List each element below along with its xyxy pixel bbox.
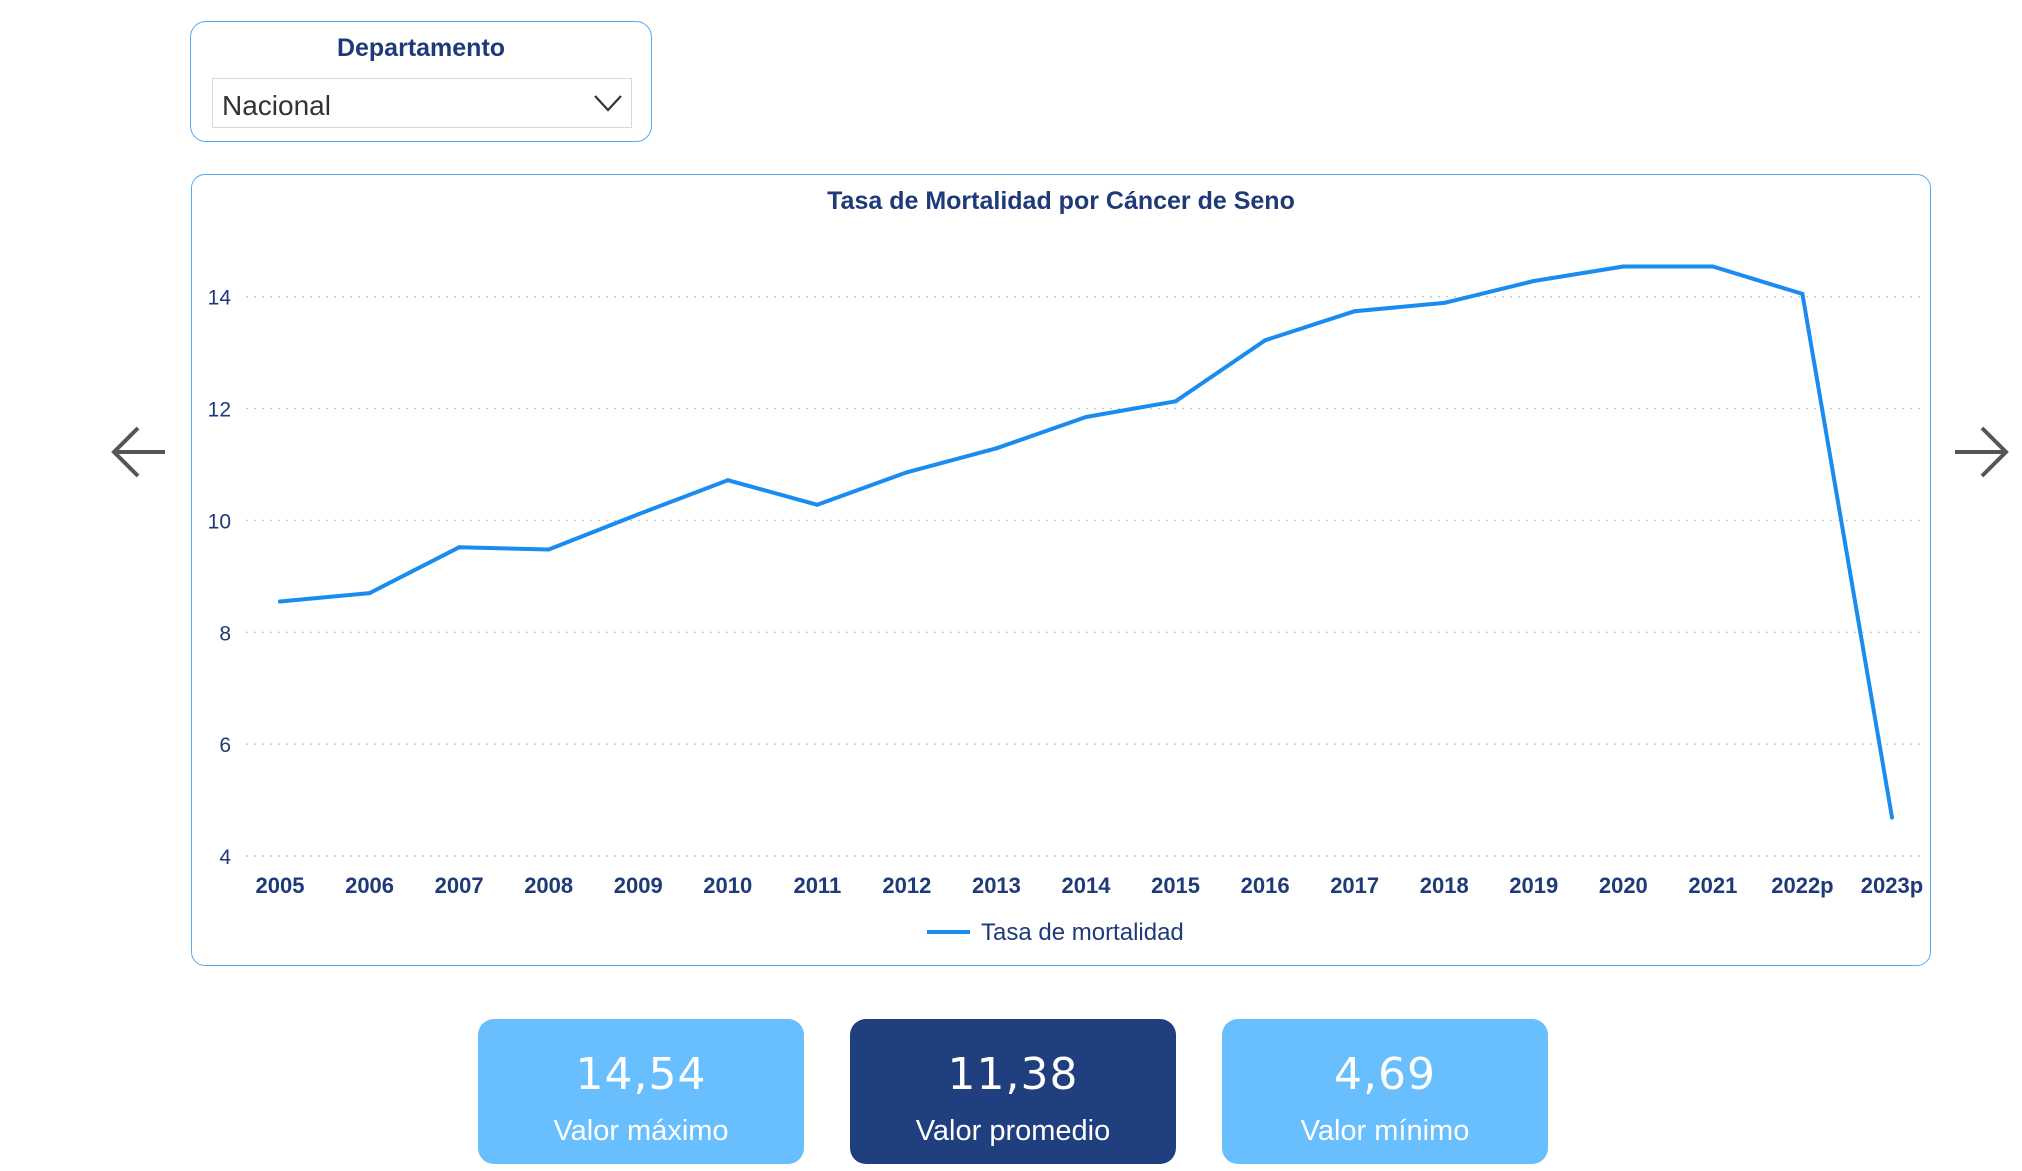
data-point xyxy=(636,512,641,517)
data-point xyxy=(1173,399,1178,404)
x-tick-label: 2022p xyxy=(1771,873,1833,898)
kpi-card-avg: 11,38 Valor promedio xyxy=(850,1019,1176,1164)
arrow-left-icon[interactable] xyxy=(110,422,170,482)
kpi-max-label: Valor máximo xyxy=(553,1115,729,1147)
chart-title: Tasa de Mortalidad por Cáncer de Seno xyxy=(827,187,1295,215)
data-point xyxy=(1352,309,1357,314)
x-tick-label: 2012 xyxy=(882,873,931,898)
data-point xyxy=(457,545,462,550)
kpi-avg-value: 11,38 xyxy=(947,1049,1079,1100)
x-tick-label: 2009 xyxy=(614,873,663,898)
y-tick-label: 10 xyxy=(208,510,231,533)
x-tick-label: 2020 xyxy=(1599,873,1648,898)
data-point xyxy=(546,547,551,552)
data-point xyxy=(1710,264,1715,269)
kpi-min-label: Valor mínimo xyxy=(1300,1115,1470,1147)
data-point xyxy=(1084,414,1088,419)
data-point xyxy=(1531,279,1536,284)
data-point xyxy=(1621,264,1626,269)
filter-title: Departamento xyxy=(336,34,506,62)
y-tick-label: 12 xyxy=(208,399,231,422)
data-point xyxy=(1442,300,1447,305)
chart-panel xyxy=(191,174,1931,966)
x-tick-label: 2019 xyxy=(1509,873,1558,898)
kpi-max-value: 14,54 xyxy=(575,1049,707,1100)
legend-label: Tasa de mortalidad xyxy=(981,919,1184,946)
data-point xyxy=(815,502,820,507)
y-tick-label: 14 xyxy=(208,287,232,310)
x-tick-label: 2018 xyxy=(1420,873,1469,898)
x-tick-label: 2013 xyxy=(972,873,1021,898)
y-tick-label: 6 xyxy=(219,734,231,757)
y-tick-label: 4 xyxy=(219,846,231,869)
department-dropdown[interactable]: Nacional xyxy=(212,78,632,128)
x-tick-label: 2015 xyxy=(1151,873,1200,898)
x-tick-label: 2014 xyxy=(1062,873,1112,898)
data-point xyxy=(1263,338,1268,343)
data-point xyxy=(367,591,372,596)
x-tick-label: 2006 xyxy=(345,873,394,898)
series-line xyxy=(278,264,1894,820)
data-point xyxy=(904,470,909,475)
x-tick-label: 2008 xyxy=(524,873,573,898)
x-tick-label: 2010 xyxy=(703,873,752,898)
data-point xyxy=(278,599,282,604)
data-point xyxy=(1890,815,1894,820)
x-tick-label: 2023p xyxy=(1861,873,1923,898)
x-tick-label: 2016 xyxy=(1241,873,1290,898)
kpi-card-max: 14,54 Valor máximo xyxy=(478,1019,804,1164)
x-tick-label: 2017 xyxy=(1330,873,1379,898)
x-tick-label: 2007 xyxy=(435,873,484,898)
x-tick-label: 2005 xyxy=(256,873,305,898)
x-tick-label: 2011 xyxy=(793,873,841,898)
line-chart: Tasa de Mortalidad por Cáncer de Seno 4 6 8… xyxy=(208,187,1924,946)
department-filter: Departamento Nacional xyxy=(190,21,652,142)
data-point xyxy=(1800,291,1805,296)
x-tick-label: 2021 xyxy=(1688,873,1737,898)
arrow-right-icon[interactable] xyxy=(1950,422,2010,482)
dropdown-selected-value: Nacional xyxy=(222,90,331,121)
y-tick-label: 8 xyxy=(219,622,231,645)
chevron-down-icon xyxy=(594,95,622,112)
kpi-avg-label: Valor promedio xyxy=(915,1115,1111,1147)
data-point xyxy=(725,478,730,483)
kpi-card-min: 4,69 Valor mínimo xyxy=(1222,1019,1548,1164)
data-point xyxy=(994,446,999,451)
kpi-min-value: 4,69 xyxy=(1334,1049,1436,1100)
